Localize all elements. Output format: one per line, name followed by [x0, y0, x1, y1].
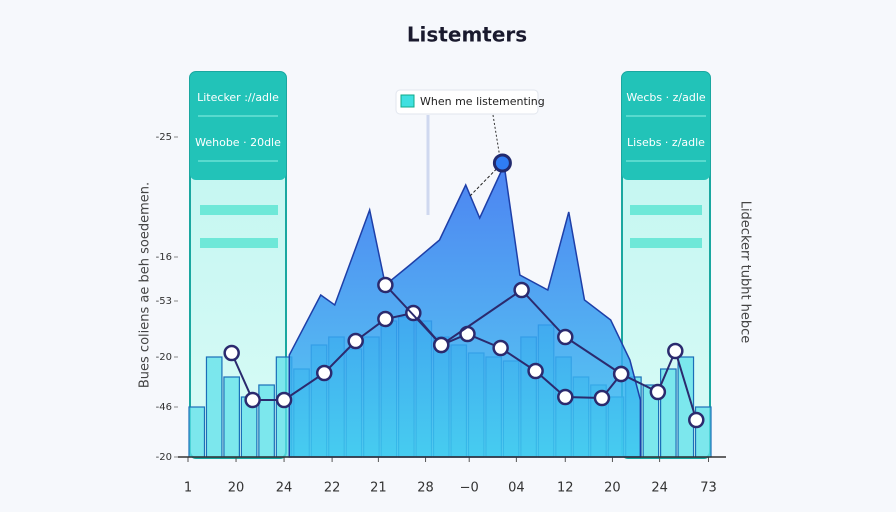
marker: [667, 342, 684, 360]
chart-title: Listemters: [407, 23, 527, 47]
x-tick-label: 28: [417, 481, 434, 496]
marker: [405, 304, 422, 322]
marker: [513, 281, 530, 299]
x-tick-label: 20: [228, 481, 245, 496]
highlight-arrow: [469, 168, 497, 197]
annotation-swatch: [400, 94, 415, 108]
panel-text: Litecker ://adle: [197, 91, 279, 104]
panel-stripe: [200, 205, 278, 215]
annotation-box: [395, 89, 539, 115]
marker: [557, 328, 574, 346]
x-tick-label: 73: [700, 481, 717, 496]
area: [288, 162, 642, 458]
bar: [677, 356, 695, 458]
annotation-leader: [492, 114, 501, 159]
bar: [188, 406, 206, 458]
marker: [315, 364, 333, 382]
marker: [223, 344, 240, 362]
y-tick-label: -25: [156, 132, 172, 143]
bar: [205, 356, 223, 458]
panel-text: Wehobe · 20dle: [195, 136, 281, 149]
panel-header: [190, 72, 286, 180]
marker: [459, 325, 476, 343]
marker: [377, 276, 394, 294]
marker: [612, 365, 630, 383]
marker: [275, 391, 293, 409]
highlight-marker: [492, 153, 512, 173]
marker: [377, 310, 394, 328]
y2-axis-label: Lideckerr tubht hebce: [738, 201, 753, 344]
x-tick-label: 1: [184, 481, 192, 496]
x-tick-label: 24: [276, 481, 293, 496]
annotation-text: When me listementing: [420, 95, 545, 108]
marker: [688, 411, 705, 429]
y-tick-label: -20: [156, 352, 172, 363]
y-axis-label: Bues coliens ae beh soedemen.: [138, 182, 153, 388]
panel-stripe: [200, 238, 278, 248]
y-tick-label: -46: [156, 402, 172, 413]
x-tick-label: 24: [651, 481, 668, 496]
marker: [593, 389, 611, 407]
y-tick-label: -53: [156, 296, 172, 307]
x-tick-label: −0: [460, 481, 479, 496]
x-tick-label: 20: [604, 481, 621, 496]
panel-text: Lisebs · z/adle: [627, 136, 705, 149]
bar: [223, 376, 241, 458]
panel-stripe: [630, 238, 702, 248]
marker: [347, 332, 364, 350]
marker: [244, 391, 261, 409]
marker: [557, 388, 574, 406]
x-tick-label: 12: [557, 481, 574, 496]
panel-stripe: [630, 205, 702, 215]
y-tick-label: -16: [156, 252, 172, 263]
y-tick-label: -20: [156, 452, 172, 463]
marker: [649, 383, 667, 401]
marker: [527, 362, 544, 380]
panel-header: [622, 72, 710, 180]
panel-text: Wecbs · z/adle: [626, 91, 706, 104]
x-tick-label: 21: [370, 481, 387, 496]
marker: [492, 339, 509, 357]
annotation: When me listementing: [395, 89, 545, 215]
x-tick-label: 04: [508, 481, 525, 496]
marker: [433, 336, 450, 354]
bar: [258, 384, 275, 458]
x-tick-label: 22: [324, 481, 341, 496]
